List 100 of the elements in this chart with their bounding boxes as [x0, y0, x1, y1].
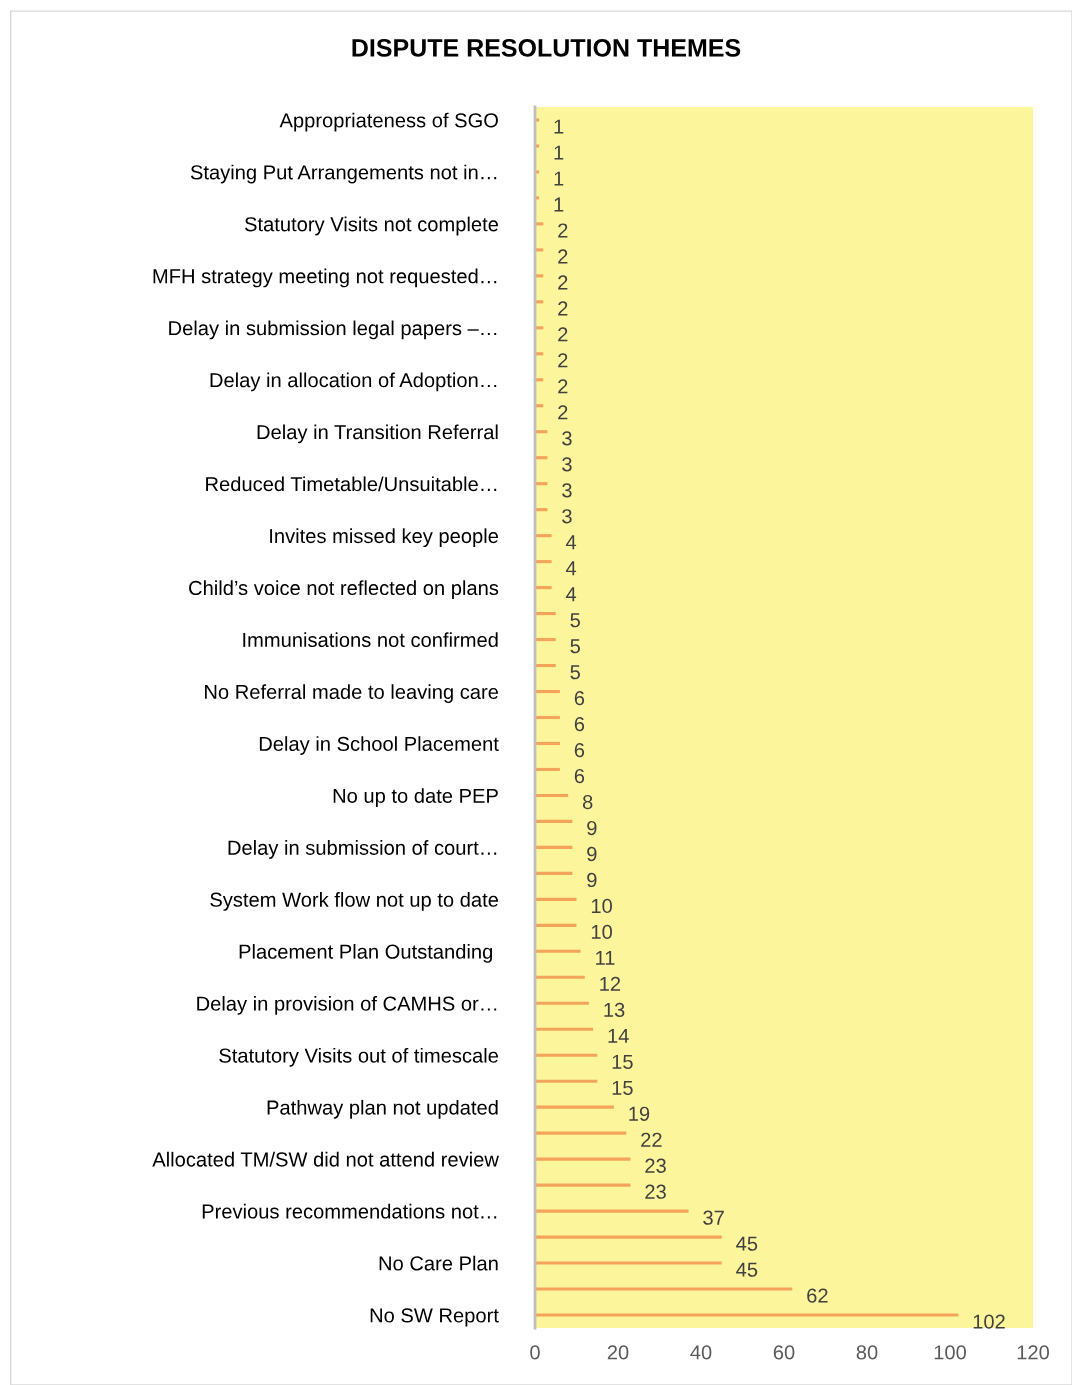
- data-label: 45: [736, 1262, 758, 1277]
- data-label: 9: [587, 846, 597, 862]
- data-label: 3: [562, 457, 572, 472]
- data-label: 4: [565, 535, 577, 550]
- y-tick-label: Statutory Visits not complete: [244, 216, 499, 236]
- data-label: 15: [612, 1054, 633, 1069]
- y-tick-label: Delay in Transition Referral: [257, 424, 498, 444]
- data-label: 6: [574, 716, 585, 732]
- data-label: 2: [558, 327, 568, 342]
- y-tick-label: Statutory Visits out of timescale: [219, 1047, 499, 1067]
- bar: [535, 897, 577, 901]
- data-label: 9: [587, 872, 597, 888]
- data-label: 13: [604, 1002, 625, 1018]
- y-tick-label: System Work flow not up to date: [210, 892, 499, 911]
- data-label: 10: [591, 898, 612, 914]
- data-label: 19: [629, 1106, 650, 1121]
- data-label: 3: [562, 431, 572, 446]
- data-label: 12: [600, 976, 621, 991]
- data-label: 11: [596, 950, 615, 965]
- data-label: 3: [562, 483, 572, 498]
- data-label: 6: [574, 768, 585, 784]
- data-label: 5: [570, 665, 580, 680]
- bar: [535, 1001, 589, 1005]
- bar: [535, 949, 581, 953]
- y-tick-label: Immunisations not confirmed: [243, 632, 498, 648]
- data-label: 62: [807, 1288, 828, 1303]
- data-label: 5: [570, 639, 580, 654]
- bar: [535, 1183, 631, 1187]
- data-label: 1: [554, 145, 564, 160]
- bar: [535, 612, 556, 616]
- data-label: 8: [582, 794, 593, 810]
- data-label: 45: [736, 1236, 758, 1251]
- y-tick-label: Invites missed key people: [270, 528, 499, 548]
- bar: [535, 586, 552, 590]
- y-tick-label: No Care Plan: [379, 1255, 498, 1271]
- y-tick-label: Placement Plan Outstanding: [239, 944, 493, 963]
- data-label: 2: [558, 249, 568, 264]
- bar: [535, 1131, 627, 1135]
- data-label: 6: [574, 691, 585, 706]
- bar: [535, 741, 560, 746]
- data-label: 14: [608, 1028, 629, 1043]
- bar: [535, 118, 540, 122]
- x-tick-label: 60: [773, 1345, 795, 1360]
- bar: [535, 845, 573, 849]
- bar: [535, 170, 540, 174]
- bar: [535, 1261, 722, 1265]
- data-label: 2: [558, 405, 568, 420]
- data-label: 2: [558, 301, 568, 316]
- y-tick-label: Reduced Timetable/Unsuitable…: [206, 476, 497, 492]
- y-tick-label: No up to date PEP: [333, 788, 498, 807]
- data-label: 4: [565, 587, 577, 602]
- bar: [535, 1313, 959, 1317]
- y-tick-label: Previous recommendations not…: [202, 1203, 497, 1219]
- chart-title: DISPUTE RESOLUTION THEMES: [352, 39, 741, 57]
- y-tick-label: Allocated TM/SW did not attend review: [152, 1151, 499, 1167]
- data-label: 102: [973, 1314, 1005, 1329]
- y-tick-label: Delay in School Placement: [259, 736, 499, 755]
- y-tick-label: Staying Put Arrangements not in…: [190, 164, 497, 184]
- data-label: 2: [558, 275, 568, 290]
- bar: [535, 1105, 614, 1109]
- y-tick-label: Delay in provision of CAMHS or…: [197, 995, 497, 1015]
- x-tick-label: 40: [690, 1345, 712, 1360]
- data-label: 23: [645, 1184, 666, 1199]
- data-label: 23: [645, 1158, 666, 1173]
- data-label: 2: [558, 223, 568, 238]
- bar: [535, 1287, 793, 1291]
- data-label: 10: [591, 924, 612, 940]
- x-tick-label: 100: [934, 1345, 967, 1360]
- data-label: 1: [554, 197, 564, 212]
- data-label: 5: [570, 613, 580, 628]
- data-label: 1: [554, 119, 564, 134]
- bar: [535, 534, 552, 538]
- x-tick-label: 0: [530, 1345, 540, 1360]
- bar: [535, 663, 556, 668]
- bar: [535, 975, 585, 979]
- y-tick-label: Delay in submission of court…: [228, 840, 497, 859]
- bar: [535, 1209, 689, 1213]
- bar: [535, 871, 573, 875]
- bar: [535, 1235, 722, 1239]
- bar: [535, 793, 569, 797]
- bar: [535, 144, 540, 148]
- bar: [535, 638, 556, 642]
- data-label: 1: [554, 171, 564, 186]
- y-tick-label: No SW Report: [370, 1308, 499, 1327]
- data-label: 9: [587, 820, 597, 836]
- x-tick-label: 20: [607, 1345, 629, 1360]
- y-tick-label: Delay in allocation of Adoption…: [210, 372, 497, 392]
- y-tick-label: Pathway plan not updated: [267, 1099, 498, 1119]
- data-label: 3: [562, 509, 572, 524]
- data-label: 22: [641, 1132, 662, 1147]
- bar: [535, 1157, 631, 1161]
- y-tick-label: MFH strategy meeting not requested…: [153, 268, 497, 288]
- bar: [535, 923, 577, 927]
- y-tick-label: Child’s voice not reflected on plans: [189, 580, 499, 600]
- bar: [535, 715, 560, 720]
- y-tick-label: Delay in submission legal papers –…: [169, 320, 497, 340]
- y-tick-label: Appropriateness of SGO: [279, 112, 498, 132]
- bar: [535, 819, 573, 823]
- bar: [535, 1053, 598, 1057]
- data-label: 2: [558, 379, 568, 394]
